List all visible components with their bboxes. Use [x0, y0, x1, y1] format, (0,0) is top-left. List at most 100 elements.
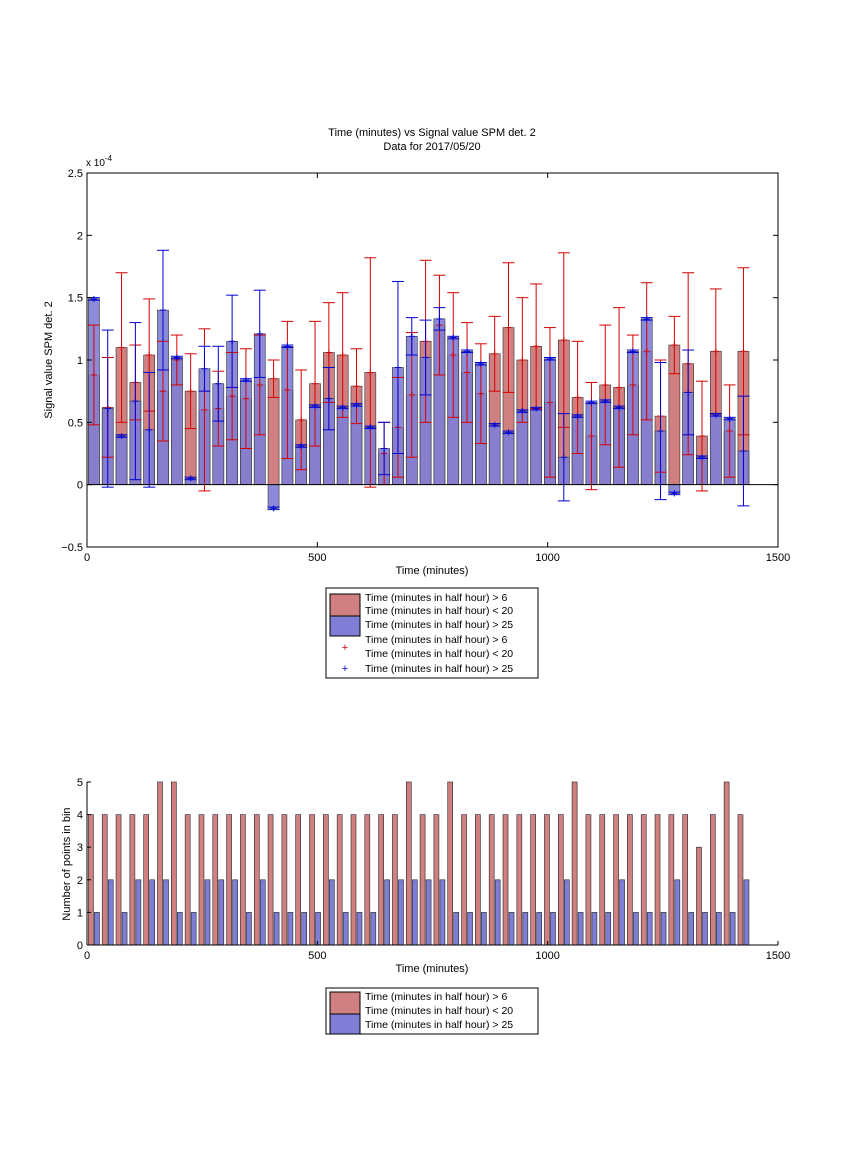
chart1-legend-box	[325, 587, 539, 679]
count-bar-s2-47	[743, 879, 750, 946]
legend1-label-5: Time (minutes in half hour) < 20	[365, 648, 513, 660]
count-bar-s2-21	[384, 879, 390, 946]
count-bar-s2-17	[329, 879, 335, 946]
y2-tick-label-5: 5	[77, 777, 83, 789]
count-bar-s1-32	[530, 814, 536, 946]
count-bar-s2-9	[218, 879, 225, 946]
count-bar-s1-14	[281, 814, 288, 946]
legend2-swatch-blue	[329, 1013, 361, 1035]
x2-tick-label-2: 1000	[535, 950, 559, 962]
count-bar-s1-38	[613, 814, 619, 946]
count-bar-s1-2	[115, 814, 122, 946]
count-bar-s1-46	[723, 781, 730, 946]
bar-s2-30	[502, 432, 515, 485]
count-bar-s2-20	[370, 912, 377, 946]
count-bar-s1-47	[737, 814, 744, 946]
count-bar-s1-21	[378, 814, 384, 946]
chart2-ylabel: Number of points in bin	[61, 807, 73, 920]
count-bar-s1-29	[488, 814, 495, 946]
y-tick-label-1: 0	[77, 480, 83, 492]
legend2-label-3: Time (minutes in half hour) > 25	[365, 1019, 513, 1031]
count-bar-s1-44	[696, 846, 702, 946]
x-tick-label-0: 0	[84, 552, 90, 564]
count-bar-s2-0	[94, 912, 100, 946]
legend2-swatch-red	[329, 991, 361, 1015]
legend1-swatch-blue	[329, 615, 361, 637]
count-bar-s1-25	[433, 814, 440, 946]
y-tick-label-3: 1	[77, 355, 83, 367]
count-bar-s2-35	[577, 912, 584, 946]
count-bar-s2-13	[273, 912, 280, 946]
count-bar-s1-36	[585, 814, 592, 946]
count-bar-s1-7	[184, 814, 191, 946]
y-tick-label-6: 2.5	[68, 168, 83, 180]
count-bar-s2-15	[301, 912, 308, 946]
count-bar-s1-15	[295, 814, 302, 946]
count-bar-s1-8	[198, 814, 205, 946]
count-bar-s2-18	[342, 912, 349, 946]
count-bar-s1-37	[599, 814, 606, 946]
count-bar-s2-32	[536, 912, 542, 946]
count-bar-s2-44	[702, 912, 708, 946]
legend1-label-2: Time (minutes in half hour) < 20	[365, 605, 513, 617]
y2-tick-label-2: 2	[77, 875, 83, 887]
y-tick-label-2: 0.5	[68, 417, 83, 429]
bar-s2-18	[336, 407, 349, 485]
count-bar-s1-4	[143, 814, 149, 946]
y2-tick-label-3: 3	[77, 842, 83, 854]
count-bar-s2-40	[646, 912, 653, 946]
count-bar-s1-39	[627, 814, 633, 946]
bar-s2-32	[530, 408, 542, 485]
count-bar-s2-46	[729, 912, 736, 946]
chart1-subtitle: Data for 2017/05/20	[383, 141, 480, 153]
count-bar-s2-1	[107, 879, 114, 946]
bar-s2-2	[115, 435, 128, 485]
count-bar-s2-8	[204, 879, 211, 946]
count-bar-s1-34	[557, 814, 564, 946]
count-bar-s2-43	[688, 912, 694, 946]
legend1-label-4: Time (minutes in half hour) > 6	[365, 634, 507, 646]
count-bar-s2-39	[633, 912, 639, 946]
count-bar-s2-2	[121, 912, 128, 946]
count-bar-s2-24	[425, 879, 432, 946]
count-bar-s1-27	[461, 814, 467, 946]
y-tick-label-5: 2	[77, 230, 83, 242]
count-bar-s1-16	[309, 814, 315, 946]
count-bar-s2-7	[190, 912, 197, 946]
chart2-legend-box	[325, 987, 539, 1035]
count-bar-s2-16	[315, 912, 321, 946]
x-tick-label-2: 1000	[535, 552, 559, 564]
legend1-marker-red: +	[342, 642, 348, 654]
x-tick-label-1: 500	[308, 552, 326, 564]
legend1-label-6: Time (minutes in half hour) > 25	[365, 663, 513, 675]
count-bar-s2-5	[163, 879, 169, 946]
legend2-label-2: Time (minutes in half hour) < 20	[365, 1005, 513, 1017]
count-bar-s2-29	[494, 879, 501, 946]
count-bar-s2-37	[605, 912, 612, 946]
chart1-title: Time (minutes) vs Signal value SPM det. …	[328, 127, 535, 139]
count-bar-s2-22	[398, 879, 404, 946]
count-bar-s1-24	[419, 814, 426, 946]
chart1-xlabel: Time (minutes)	[396, 565, 469, 577]
count-bar-s2-14	[287, 912, 294, 946]
y2-tick-label-4: 4	[77, 810, 83, 822]
count-bar-s2-41	[660, 912, 667, 946]
count-bar-s2-42	[674, 879, 681, 946]
count-bar-s2-36	[591, 912, 598, 946]
x2-tick-label-3: 1500	[766, 950, 790, 962]
count-bar-s2-38	[619, 879, 625, 946]
count-bar-s1-31	[516, 814, 523, 946]
legend2-label-1: Time (minutes in half hour) > 6	[365, 991, 507, 1003]
count-bar-s1-23	[405, 781, 412, 946]
count-bar-s2-26	[453, 912, 460, 946]
count-bar-s2-30	[508, 912, 515, 946]
x-tick-label-3: 1500	[766, 552, 790, 564]
count-bar-s1-12	[253, 814, 260, 946]
count-bar-s1-6	[171, 781, 177, 946]
count-bar-s1-11	[240, 814, 246, 946]
count-bar-s2-12	[259, 879, 266, 946]
count-bar-s2-25	[439, 879, 446, 946]
count-bar-s2-6	[177, 912, 183, 946]
count-bar-s2-4	[149, 879, 155, 946]
